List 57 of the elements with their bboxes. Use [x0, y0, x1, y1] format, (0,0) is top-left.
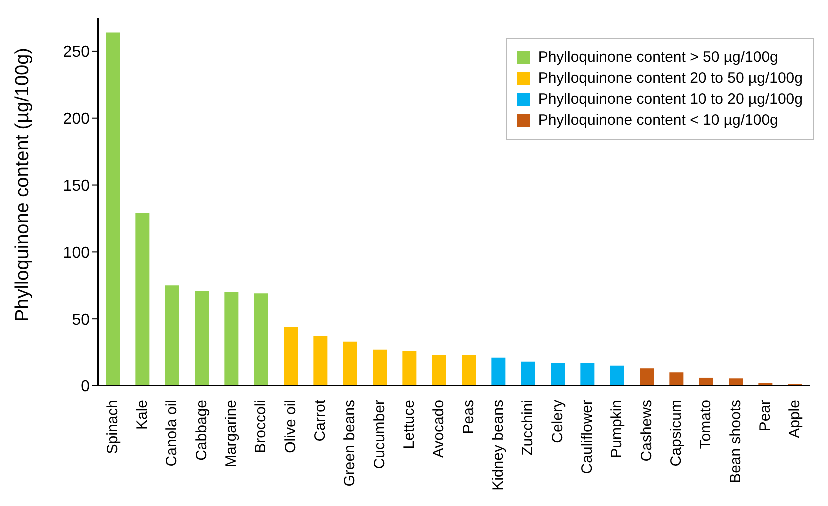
- bar: [640, 368, 654, 386]
- x-tick-label: Capsicum: [668, 400, 685, 467]
- y-tick-label: 50: [72, 312, 90, 329]
- x-tick-label: Peas: [460, 400, 478, 434]
- x-tick-label: Spinach: [104, 400, 122, 454]
- bar: [284, 327, 298, 386]
- x-tick-label: Pear: [757, 400, 774, 432]
- x-tick-label: Cabbage: [193, 400, 210, 461]
- x-tick-label: Bean shoots: [727, 400, 744, 484]
- y-tick-label: 150: [63, 178, 90, 195]
- x-tick-label: Broccoli: [252, 400, 270, 454]
- x-tick-label: Carrot: [312, 399, 329, 442]
- bar: [165, 286, 180, 386]
- bar: [402, 351, 417, 386]
- bar: [610, 366, 624, 386]
- bar: [106, 32, 120, 386]
- x-tick-label: Pumpkin: [608, 400, 626, 458]
- y-axis-title: Phylloquinone content (µg/100g): [12, 48, 34, 322]
- bar: [195, 290, 209, 386]
- bar: [314, 336, 328, 386]
- x-tick-label: Zucchini: [520, 400, 537, 456]
- x-tick-label: Apple: [786, 400, 804, 438]
- x-tick-label: Celery: [549, 400, 566, 444]
- legend-label: Phylloquinone content < 10 µg/100g: [538, 112, 778, 129]
- bar: [551, 363, 565, 386]
- bar: [373, 350, 387, 386]
- x-tick-label: Canola oil: [164, 400, 181, 467]
- y-tick-label: 0: [81, 378, 90, 396]
- x-tick-label: Kale: [134, 400, 151, 430]
- bar: [136, 213, 150, 386]
- bar: [699, 378, 714, 386]
- x-tick-label: Kidney beans: [490, 400, 507, 491]
- x-tick-label: Tomato: [698, 400, 715, 450]
- x-tick-label: Olive oil: [282, 400, 300, 454]
- bar: [224, 292, 239, 386]
- legend-label: Phylloquinone content > 50 µg/100g: [538, 49, 778, 66]
- x-tick-label: Cucumber: [371, 400, 388, 470]
- legend-label: Phylloquinone content 20 to 50 µg/100g: [538, 70, 803, 87]
- y-tick-label: 250: [63, 44, 90, 62]
- x-tick-label: Lettuce: [401, 400, 418, 450]
- bar: [492, 358, 506, 386]
- bar: [343, 342, 358, 386]
- legend-label: Phylloquinone content 10 to 20 µg/100g: [538, 91, 803, 108]
- bar: [580, 363, 595, 386]
- bar: [254, 294, 268, 386]
- bar: [462, 355, 476, 386]
- y-tick-label: 200: [63, 111, 90, 128]
- x-tick-label: Margarine: [223, 400, 240, 468]
- x-tick-label: Cashews: [638, 400, 656, 462]
- bar: [521, 362, 536, 386]
- x-tick-label: Cauliflower: [579, 400, 596, 474]
- bar: [729, 378, 743, 386]
- x-tick-label: Avocado: [430, 400, 448, 458]
- bar: [670, 372, 684, 386]
- x-tick-label: Green beans: [342, 400, 359, 487]
- y-tick-label: 100: [63, 244, 90, 262]
- bar: [432, 355, 446, 386]
